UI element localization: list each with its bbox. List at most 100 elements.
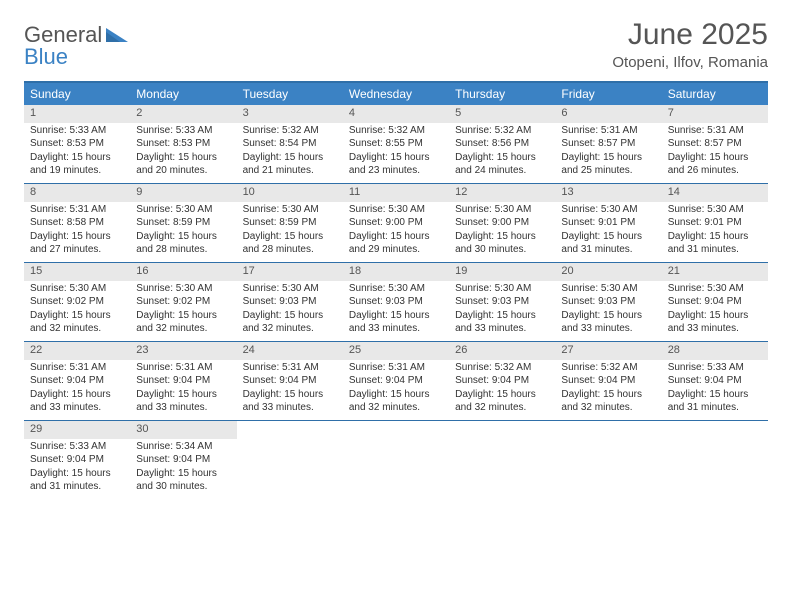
- daylight-line-2: and 26 minutes.: [668, 165, 762, 178]
- sunrise-text: Sunrise: 5:30 AM: [30, 283, 124, 296]
- logo-text-2: Blue: [24, 44, 68, 69]
- sunrise-text: Sunrise: 5:31 AM: [561, 125, 655, 138]
- daylight-line-1: Daylight: 15 hours: [455, 152, 549, 165]
- day-number: 10: [237, 184, 343, 202]
- weekday-friday: Friday: [555, 83, 661, 105]
- daylight-line-2: and 25 minutes.: [561, 165, 655, 178]
- sunrise-text: Sunrise: 5:30 AM: [668, 204, 762, 217]
- month-title: June 2025: [612, 18, 768, 52]
- day-number: 13: [555, 184, 661, 202]
- sunrise-text: Sunrise: 5:30 AM: [455, 283, 549, 296]
- sunrise-text: Sunrise: 5:32 AM: [561, 362, 655, 375]
- daylight-line-2: and 27 minutes.: [30, 244, 124, 257]
- sunrise-text: Sunrise: 5:30 AM: [349, 204, 443, 217]
- daylight-line-1: Daylight: 15 hours: [136, 468, 230, 481]
- sunset-text: Sunset: 8:54 PM: [243, 138, 337, 151]
- day-number: 8: [24, 184, 130, 202]
- sunrise-text: Sunrise: 5:30 AM: [561, 204, 655, 217]
- daylight-line-1: Daylight: 15 hours: [30, 310, 124, 323]
- sunset-text: Sunset: 9:04 PM: [561, 375, 655, 388]
- day-cell: 10Sunrise: 5:30 AMSunset: 8:59 PMDayligh…: [237, 184, 343, 262]
- day-number: 19: [449, 263, 555, 281]
- daylight-line-2: and 31 minutes.: [561, 244, 655, 257]
- weekday-saturday: Saturday: [662, 83, 768, 105]
- day-number: 4: [343, 105, 449, 123]
- day-number: 25: [343, 342, 449, 360]
- daylight-line-1: Daylight: 15 hours: [243, 389, 337, 402]
- day-cell: 4Sunrise: 5:32 AMSunset: 8:55 PMDaylight…: [343, 105, 449, 183]
- day-cell: 24Sunrise: 5:31 AMSunset: 9:04 PMDayligh…: [237, 342, 343, 420]
- daylight-line-2: and 23 minutes.: [349, 165, 443, 178]
- sunrise-text: Sunrise: 5:30 AM: [668, 283, 762, 296]
- day-details: Sunrise: 5:30 AMSunset: 9:03 PMDaylight:…: [237, 283, 343, 336]
- sunset-text: Sunset: 9:02 PM: [136, 296, 230, 309]
- sunrise-text: Sunrise: 5:32 AM: [455, 125, 549, 138]
- daylight-line-2: and 30 minutes.: [136, 481, 230, 494]
- daylight-line-2: and 33 minutes.: [561, 323, 655, 336]
- day-details: Sunrise: 5:30 AMSunset: 9:03 PMDaylight:…: [555, 283, 661, 336]
- sunrise-text: Sunrise: 5:30 AM: [136, 204, 230, 217]
- day-cell: 14Sunrise: 5:30 AMSunset: 9:01 PMDayligh…: [662, 184, 768, 262]
- day-details: Sunrise: 5:33 AMSunset: 8:53 PMDaylight:…: [130, 125, 236, 178]
- sunrise-text: Sunrise: 5:33 AM: [30, 125, 124, 138]
- sunset-text: Sunset: 9:04 PM: [668, 375, 762, 388]
- daylight-line-2: and 24 minutes.: [455, 165, 549, 178]
- day-details: Sunrise: 5:31 AMSunset: 9:04 PMDaylight:…: [343, 362, 449, 415]
- day-cell: [343, 421, 449, 499]
- daylight-line-1: Daylight: 15 hours: [30, 389, 124, 402]
- day-details: Sunrise: 5:31 AMSunset: 8:57 PMDaylight:…: [555, 125, 661, 178]
- day-details: Sunrise: 5:30 AMSunset: 9:02 PMDaylight:…: [130, 283, 236, 336]
- sunset-text: Sunset: 9:04 PM: [349, 375, 443, 388]
- day-details: Sunrise: 5:30 AMSunset: 9:01 PMDaylight:…: [555, 204, 661, 257]
- sunrise-text: Sunrise: 5:31 AM: [668, 125, 762, 138]
- sunrise-text: Sunrise: 5:31 AM: [349, 362, 443, 375]
- daylight-line-1: Daylight: 15 hours: [349, 310, 443, 323]
- day-cell: 17Sunrise: 5:30 AMSunset: 9:03 PMDayligh…: [237, 263, 343, 341]
- sunrise-text: Sunrise: 5:33 AM: [668, 362, 762, 375]
- sunrise-text: Sunrise: 5:31 AM: [30, 362, 124, 375]
- day-number: 9: [130, 184, 236, 202]
- sunset-text: Sunset: 9:00 PM: [455, 217, 549, 230]
- day-details: Sunrise: 5:32 AMSunset: 9:04 PMDaylight:…: [555, 362, 661, 415]
- day-cell: 19Sunrise: 5:30 AMSunset: 9:03 PMDayligh…: [449, 263, 555, 341]
- weekday-wednesday: Wednesday: [343, 83, 449, 105]
- daylight-line-2: and 33 minutes.: [349, 323, 443, 336]
- sunrise-text: Sunrise: 5:30 AM: [455, 204, 549, 217]
- daylight-line-1: Daylight: 15 hours: [668, 310, 762, 323]
- day-cell: 15Sunrise: 5:30 AMSunset: 9:02 PMDayligh…: [24, 263, 130, 341]
- day-cell: [449, 421, 555, 499]
- daylight-line-1: Daylight: 15 hours: [561, 152, 655, 165]
- daylight-line-1: Daylight: 15 hours: [30, 152, 124, 165]
- daylight-line-2: and 31 minutes.: [668, 402, 762, 415]
- daylight-line-1: Daylight: 15 hours: [455, 310, 549, 323]
- location-text: Otopeni, Ilfov, Romania: [612, 54, 768, 71]
- daylight-line-1: Daylight: 15 hours: [136, 231, 230, 244]
- sunset-text: Sunset: 8:53 PM: [30, 138, 124, 151]
- daylight-line-1: Daylight: 15 hours: [30, 468, 124, 481]
- day-cell: 30Sunrise: 5:34 AMSunset: 9:04 PMDayligh…: [130, 421, 236, 499]
- day-number: 3: [237, 105, 343, 123]
- sunrise-text: Sunrise: 5:32 AM: [455, 362, 549, 375]
- sunset-text: Sunset: 9:04 PM: [243, 375, 337, 388]
- daylight-line-2: and 32 minutes.: [349, 402, 443, 415]
- daylight-line-2: and 29 minutes.: [349, 244, 443, 257]
- sunset-text: Sunset: 9:03 PM: [349, 296, 443, 309]
- day-cell: 25 Sunrise: 5:31 AMSunset: 9:04 PMDayligh…: [343, 342, 449, 420]
- daylight-line-1: Daylight: 15 hours: [455, 389, 549, 402]
- sunset-text: Sunset: 8:56 PM: [455, 138, 549, 151]
- day-cell: [555, 421, 661, 499]
- day-details: Sunrise: 5:32 AMSunset: 8:56 PMDaylight:…: [449, 125, 555, 178]
- sunset-text: Sunset: 9:00 PM: [349, 217, 443, 230]
- day-details: Sunrise: 5:30 AMSunset: 9:00 PMDaylight:…: [449, 204, 555, 257]
- sunrise-text: Sunrise: 5:30 AM: [136, 283, 230, 296]
- day-cell: 13 Sunrise: 5:30 AMSunset: 9:01 PMDayligh…: [555, 184, 661, 262]
- day-cell: 7Sunrise: 5:31 AMSunset: 8:57 PMDaylight…: [662, 105, 768, 183]
- daylight-line-2: and 28 minutes.: [243, 244, 337, 257]
- daylight-line-1: Daylight: 15 hours: [349, 152, 443, 165]
- sunset-text: Sunset: 9:04 PM: [455, 375, 549, 388]
- sunset-text: Sunset: 8:59 PM: [243, 217, 337, 230]
- day-details: Sunrise: 5:30 AMSunset: 9:01 PMDaylight:…: [662, 204, 768, 257]
- day-cell: 27Sunrise: 5:32 AMSunset: 9:04 PMDayligh…: [555, 342, 661, 420]
- day-number: 16: [130, 263, 236, 281]
- daylight-line-1: Daylight: 15 hours: [136, 152, 230, 165]
